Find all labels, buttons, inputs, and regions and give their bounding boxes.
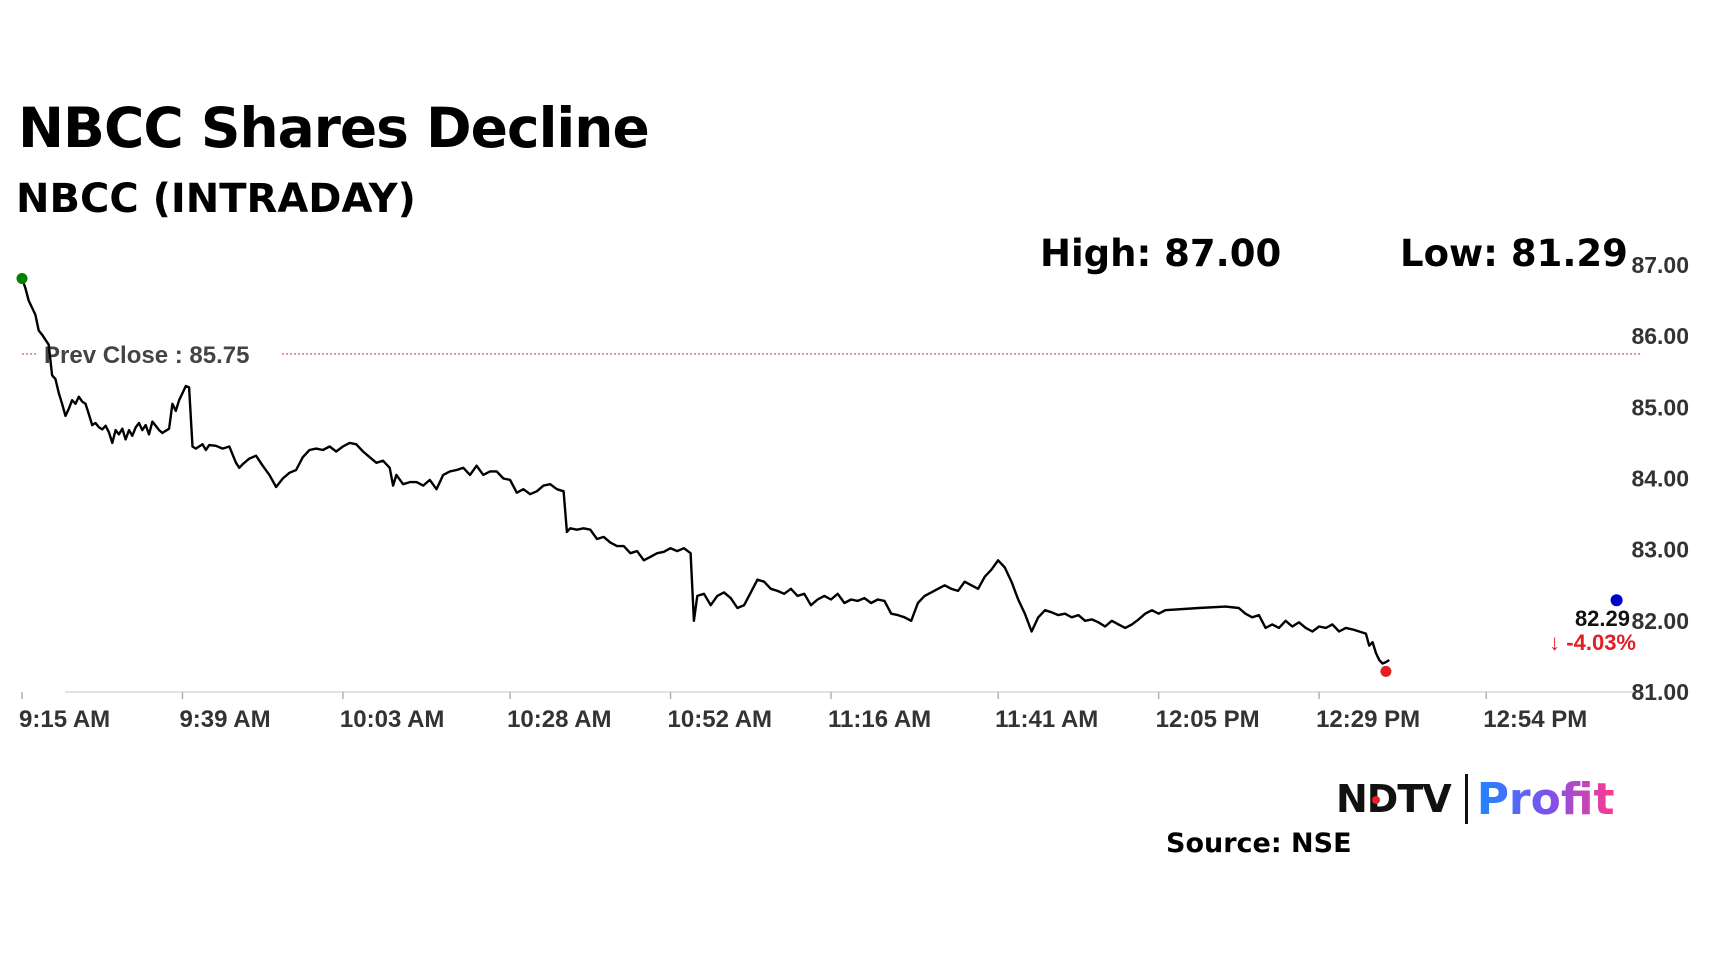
price-line	[20, 278, 1390, 665]
last-price-label: 82.29	[1575, 606, 1630, 631]
y-tick-label: 85.00	[1631, 394, 1689, 420]
x-tick-label: 10:52 AM	[668, 706, 772, 733]
low-marker	[1380, 665, 1392, 677]
x-tick-label: 9:39 AM	[179, 706, 270, 733]
x-tick-label: 9:15 AM	[19, 706, 110, 733]
y-tick-label: 83.00	[1631, 537, 1689, 563]
ndtv-profit-logo: NDTV Profit	[1336, 773, 1615, 825]
chart-title: NBCC Shares Decline	[18, 96, 650, 160]
chart-subtitle: NBCC (INTRADAY)	[16, 176, 416, 222]
y-tick-label: 84.00	[1631, 466, 1689, 492]
y-tick-label: 87.00	[1631, 252, 1689, 278]
high-label: High: 87.00	[1040, 232, 1282, 275]
x-tick-label: 12:29 PM	[1316, 706, 1420, 733]
x-tick-label: 12:54 PM	[1483, 706, 1587, 733]
end-marker	[1610, 594, 1623, 607]
start-marker	[16, 273, 28, 285]
x-tick-label: 10:03 AM	[340, 706, 444, 733]
y-tick-label: 82.00	[1631, 608, 1689, 634]
y-tick-label: 81.00	[1631, 679, 1689, 705]
low-label: Low: 81.29	[1400, 232, 1628, 275]
brand-profit: Profit	[1476, 773, 1615, 825]
brand-ndtv: NDTV	[1336, 777, 1452, 821]
x-tick-label: 10:28 AM	[507, 706, 611, 733]
x-tick-label: 11:16 AM	[828, 706, 931, 733]
x-tick-label: 11:41 AM	[995, 706, 1098, 733]
source-label: Source: NSE	[1166, 828, 1352, 859]
x-tick-label: 12:05 PM	[1156, 706, 1260, 733]
prev-close-label: Prev Close : 85.75	[44, 342, 249, 369]
y-tick-label: 86.00	[1631, 323, 1689, 349]
prev-close-label-bg	[38, 337, 280, 370]
brand-divider	[1464, 774, 1468, 824]
change-label: ↓ -4.03%	[1549, 630, 1636, 655]
